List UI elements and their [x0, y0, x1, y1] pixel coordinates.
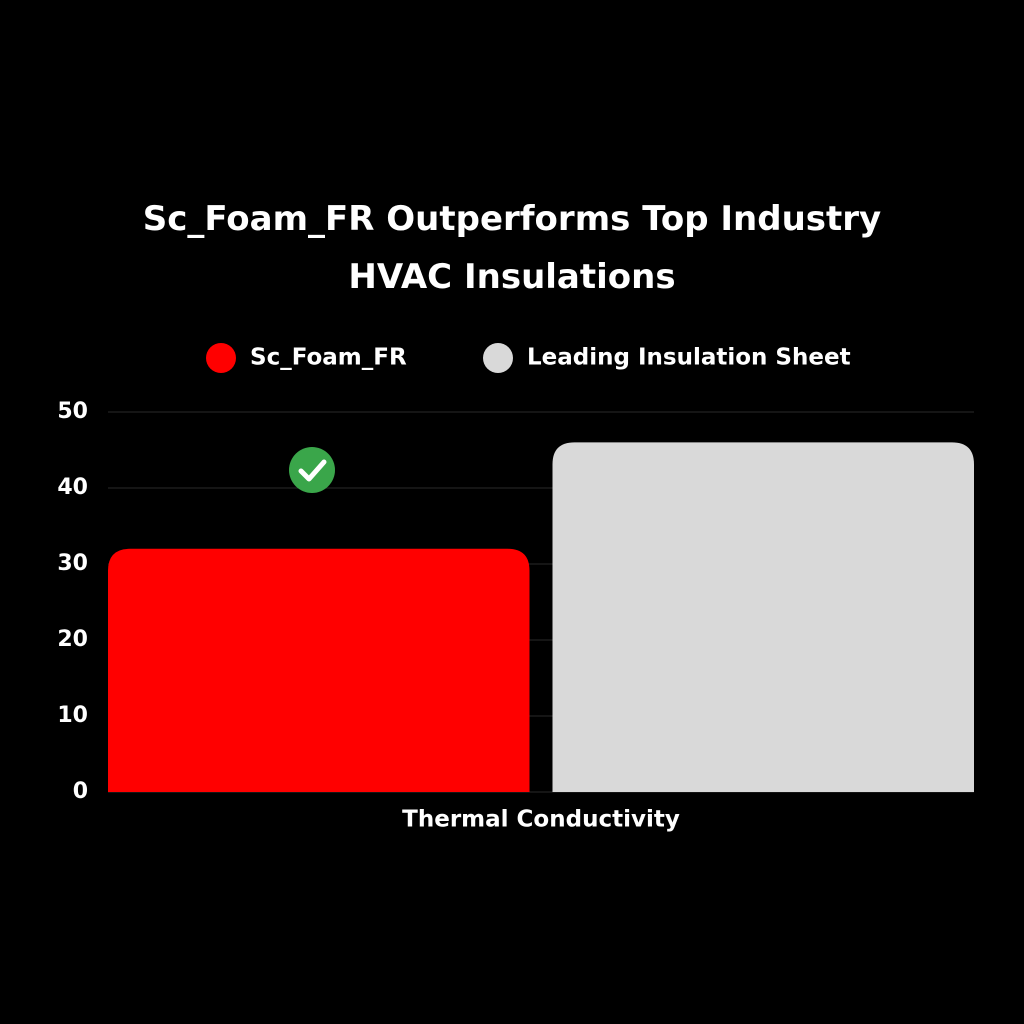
y-tick-label: 10 — [57, 703, 88, 728]
legend-swatch — [483, 343, 513, 373]
legend-label: Leading Insulation Sheet — [527, 345, 851, 371]
y-tick-label: 50 — [57, 399, 88, 424]
check-icon — [289, 447, 335, 493]
chart-title: Sc_Foam_FR Outperforms Top Industry HVAC… — [142, 199, 882, 297]
y-tick-label: 0 — [73, 779, 88, 804]
legend-swatch — [206, 343, 236, 373]
bar — [108, 548, 530, 792]
y-tick-label: 40 — [57, 475, 88, 500]
x-tick-label: Thermal Conductivity — [402, 807, 680, 833]
plot: 0 10 20 30 40 50 Sc_Foam_FR Leading Insulation … — [57, 343, 974, 833]
bar — [552, 442, 974, 792]
legend-label: Sc_Foam_FR — [250, 345, 407, 371]
y-tick-label: 30 — [57, 551, 88, 576]
y-tick-label: 20 — [57, 627, 88, 652]
